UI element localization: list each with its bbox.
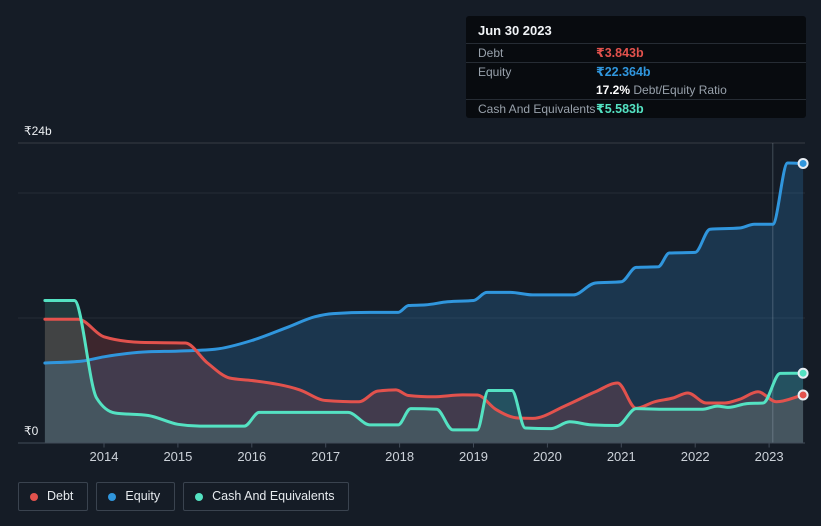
x-axis-tick-label: 2017 bbox=[311, 449, 340, 464]
debt-equity-history-chart[interactable]: 2014 2015 2016 2017 2018 2019 2020 2021 2022 2023… bbox=[0, 0, 821, 478]
y-axis-zero-label: ₹0 bbox=[24, 424, 39, 438]
tooltip-date: Jun 30 2023 bbox=[478, 23, 552, 38]
legend-label-equity: Equity bbox=[125, 489, 161, 503]
x-axis-tick-label: 2020 bbox=[533, 449, 562, 464]
debt-endpoint-marker bbox=[797, 389, 809, 401]
equity-line bbox=[43, 161, 805, 365]
x-axis-tick-label: 2021 bbox=[607, 449, 636, 464]
tooltip-row-cash: Cash And Equivalents ₹5.583b bbox=[466, 99, 806, 118]
y-axis-top-label: ₹24b bbox=[24, 124, 52, 138]
legend-item-equity[interactable]: Equity bbox=[96, 482, 176, 511]
cash-and-equivalents-endpoint-marker bbox=[797, 367, 809, 379]
tooltip-ratio-label: Debt/Equity Ratio bbox=[630, 83, 727, 97]
cash-and-equivalents-area bbox=[44, 300, 804, 443]
equity-endpoint-marker bbox=[797, 157, 809, 169]
x-axis-tick-label: 2018 bbox=[385, 449, 414, 464]
x-axis-tick-label: 2019 bbox=[459, 449, 488, 464]
debt-area bbox=[44, 319, 804, 443]
x-axis-tick-label: 2016 bbox=[237, 449, 266, 464]
tooltip-cash-label: Cash And Equivalents bbox=[478, 102, 596, 116]
x-axis-tick-label: 2022 bbox=[681, 449, 710, 464]
tooltip-row-debt: Debt ₹3.843b bbox=[466, 43, 806, 62]
legend-item-debt[interactable]: Debt bbox=[18, 482, 89, 511]
tooltip-equity-label: Equity bbox=[478, 65, 512, 79]
legend-label-cash: Cash And Equivalents bbox=[212, 489, 335, 503]
x-axis-tick-label: 2015 bbox=[163, 449, 192, 464]
chart-legend: Debt Equity Cash And Equivalents bbox=[18, 482, 350, 511]
tooltip-ratio-value: 17.2% bbox=[596, 83, 631, 97]
legend-label-debt: Debt bbox=[47, 489, 74, 503]
tooltip-debt-label: Debt bbox=[478, 46, 504, 60]
equity-legend-dot-icon bbox=[108, 492, 117, 501]
x-axis-tick-label: 2014 bbox=[90, 449, 119, 464]
equity-area bbox=[44, 163, 804, 443]
legend-item-cash[interactable]: Cash And Equivalents bbox=[183, 482, 350, 511]
tooltip-row-ratio: 17.2% Debt/Equity Ratio bbox=[466, 81, 806, 99]
tooltip-row-equity: Equity ₹22.364b bbox=[466, 62, 806, 81]
tooltip-cash-value: ₹5.583b bbox=[596, 102, 644, 116]
debt-line bbox=[43, 317, 805, 420]
debt-legend-dot-icon bbox=[30, 492, 38, 501]
tooltip-equity-value: ₹22.364b bbox=[596, 65, 651, 79]
cash-and-equivalents-line bbox=[43, 299, 805, 432]
tooltip-debt-value: ₹3.843b bbox=[596, 46, 644, 60]
chart-tooltip: Jun 30 2023 Debt ₹3.843b Equity ₹22.364b… bbox=[466, 16, 806, 118]
x-axis-tick-label: 2023 bbox=[755, 449, 784, 464]
cash-legend-dot-icon bbox=[195, 492, 204, 501]
